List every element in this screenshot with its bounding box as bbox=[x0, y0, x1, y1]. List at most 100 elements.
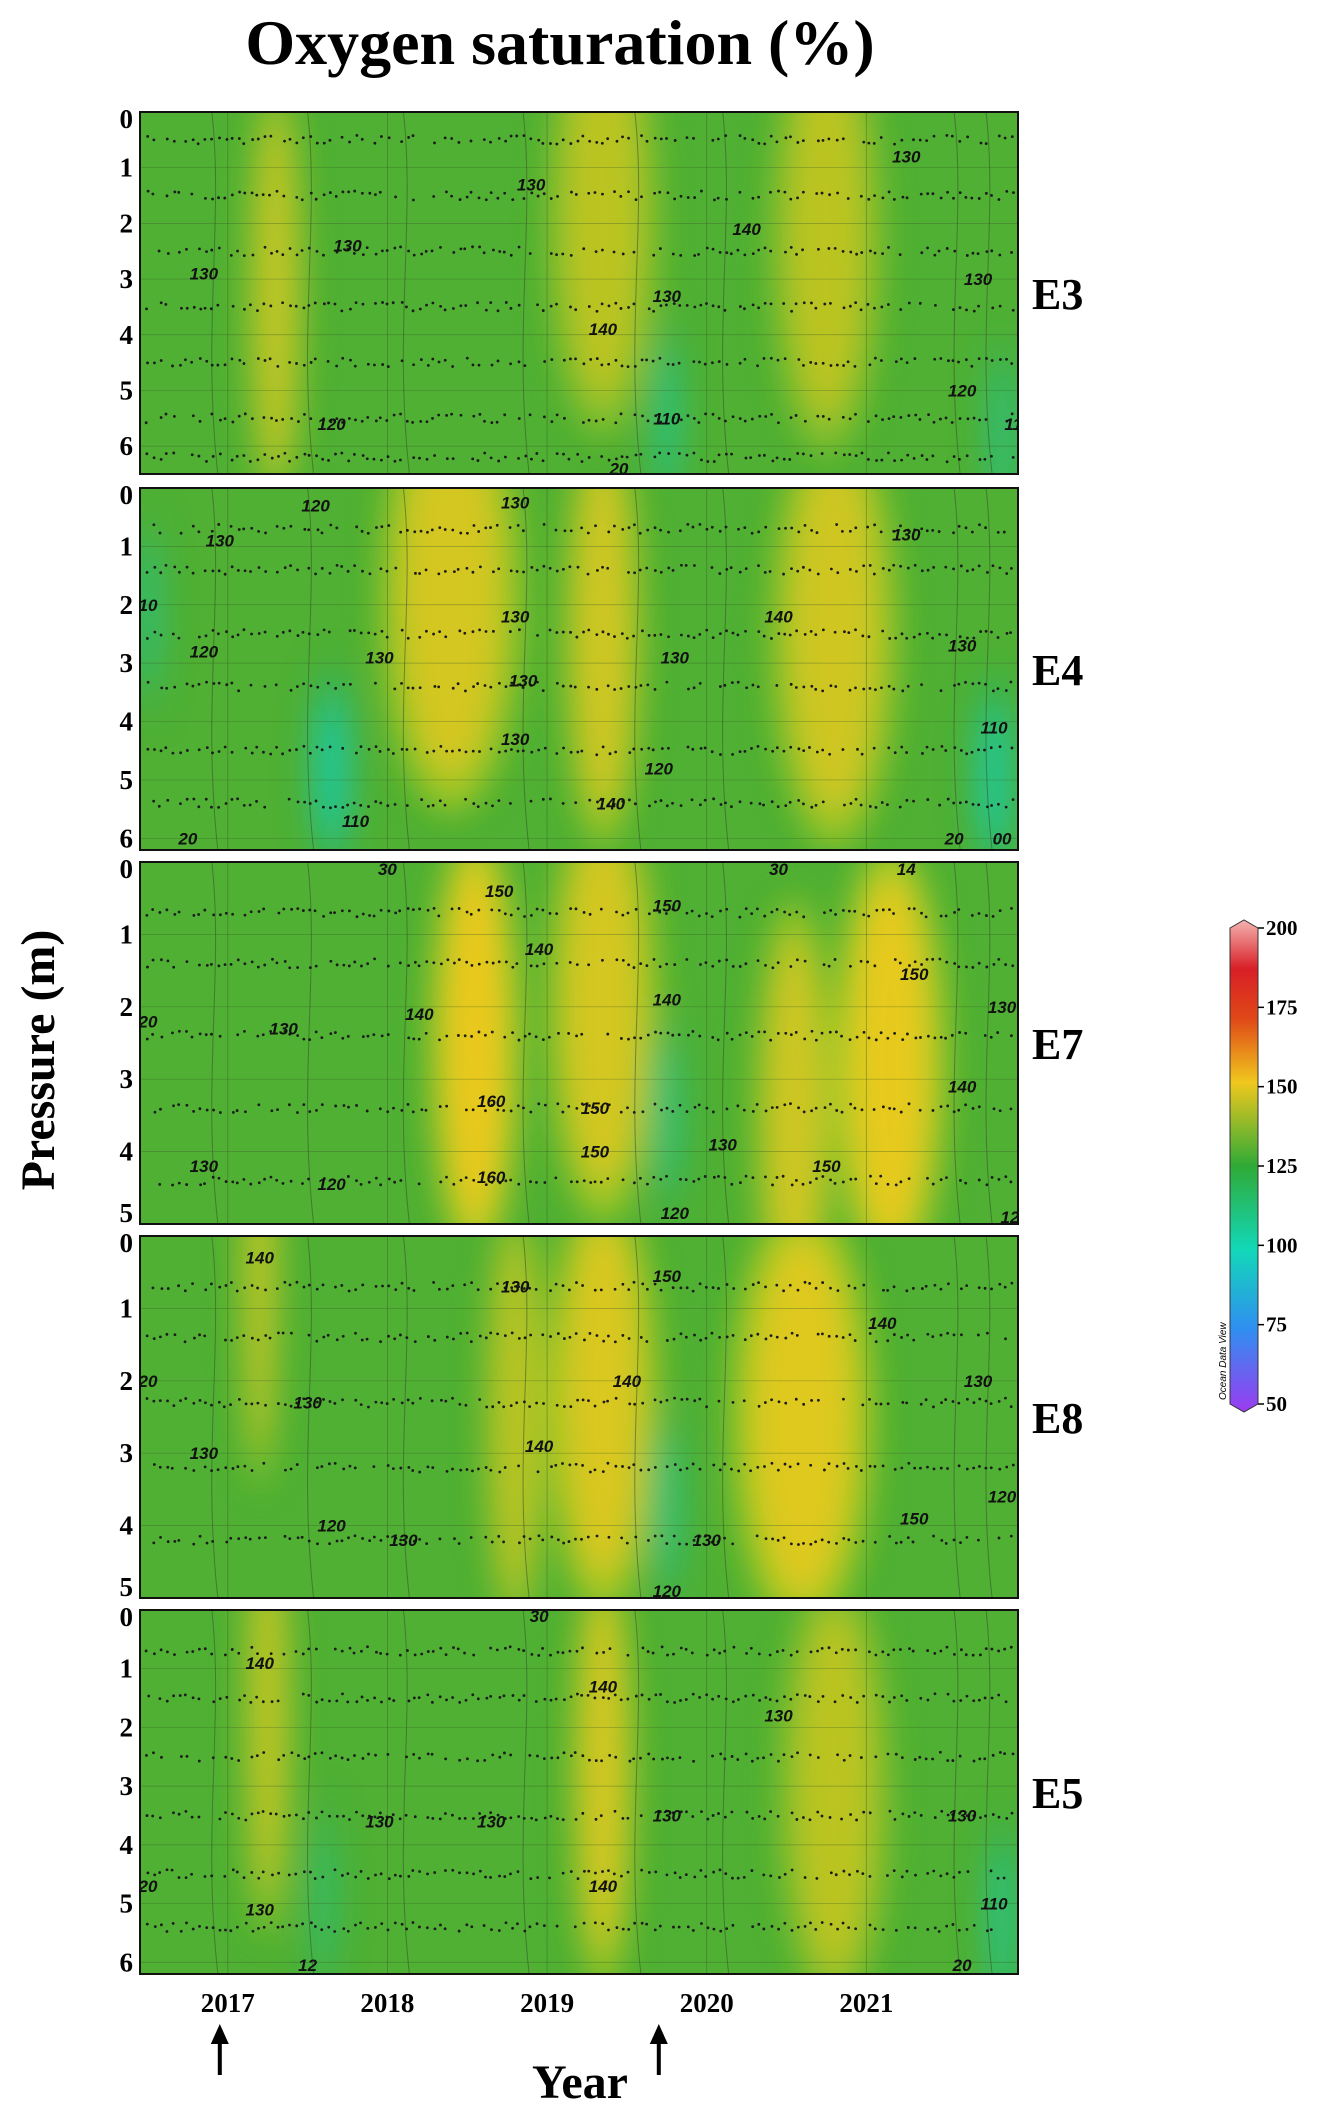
sample-dot bbox=[466, 911, 469, 914]
sample-dot bbox=[789, 135, 792, 138]
sample-dot bbox=[639, 532, 642, 535]
sample-dot bbox=[146, 1038, 149, 1041]
sample-dot bbox=[368, 748, 371, 751]
sample-dot bbox=[795, 253, 798, 256]
sample-dot bbox=[263, 416, 266, 419]
sample-dot bbox=[648, 307, 651, 310]
sample-dot bbox=[550, 252, 553, 255]
sample-dot bbox=[945, 1176, 948, 1179]
sample-dot bbox=[504, 140, 507, 143]
sample-dot bbox=[549, 798, 552, 801]
sample-dot bbox=[296, 1281, 299, 1284]
sample-dot bbox=[699, 682, 702, 685]
sample-dot bbox=[653, 958, 656, 961]
sample-dot bbox=[809, 1464, 812, 1467]
sample-dot bbox=[654, 1871, 657, 1874]
sample-dot bbox=[361, 1814, 364, 1817]
sample-dot bbox=[206, 964, 209, 967]
sample-dot bbox=[726, 1336, 729, 1339]
sample-dot bbox=[946, 1467, 949, 1470]
sample-dot bbox=[302, 909, 305, 912]
sample-dot bbox=[594, 1872, 597, 1875]
sample-dot bbox=[731, 1755, 734, 1758]
sample-dot bbox=[671, 1034, 674, 1037]
sample-dot bbox=[479, 1335, 482, 1338]
sample-dot bbox=[465, 751, 468, 754]
sample-dot bbox=[346, 804, 349, 807]
sample-dot bbox=[412, 363, 415, 366]
sample-dot bbox=[763, 1465, 766, 1468]
sample-dot bbox=[724, 309, 727, 312]
sample-dot bbox=[379, 1652, 382, 1655]
sample-dot bbox=[804, 1925, 807, 1928]
sample-dot bbox=[354, 1467, 357, 1470]
sample-dot bbox=[693, 636, 696, 639]
colorbar-scale bbox=[1230, 920, 1258, 1412]
sample-dot bbox=[797, 358, 800, 361]
sample-dot bbox=[568, 1463, 571, 1466]
sample-dot bbox=[959, 1755, 962, 1758]
sample-dot bbox=[751, 418, 754, 421]
sample-dot bbox=[613, 251, 616, 254]
sample-dot bbox=[322, 806, 325, 809]
sample-dot bbox=[1010, 1107, 1013, 1110]
sample-dot bbox=[478, 1398, 481, 1401]
sample-dot bbox=[639, 1177, 642, 1180]
station-label: E7 bbox=[1032, 1020, 1083, 1069]
sample-dot bbox=[732, 1287, 735, 1290]
contour-label: 120 bbox=[317, 415, 346, 434]
sample-dot bbox=[849, 568, 852, 571]
sample-dot bbox=[322, 1398, 325, 1401]
sample-dot bbox=[444, 1757, 447, 1760]
sample-dot bbox=[375, 526, 378, 529]
sample-dot bbox=[985, 1647, 988, 1650]
sample-dot bbox=[665, 137, 668, 140]
sample-dot bbox=[465, 1699, 468, 1702]
sample-dot bbox=[165, 564, 168, 567]
sample-dot bbox=[347, 1930, 350, 1933]
sample-dot bbox=[224, 1339, 227, 1342]
sample-dot bbox=[645, 1340, 648, 1343]
sample-dot bbox=[394, 1288, 397, 1291]
sample-dot bbox=[310, 684, 313, 687]
sample-dot bbox=[353, 564, 356, 567]
sample-dot bbox=[601, 193, 604, 196]
sample-dot bbox=[841, 1111, 844, 1114]
sample-dot bbox=[706, 460, 709, 463]
sample-dot bbox=[744, 358, 747, 361]
sample-dot bbox=[301, 249, 304, 252]
sample-dot bbox=[212, 914, 215, 917]
sample-dot bbox=[938, 1930, 941, 1933]
sample-dot bbox=[822, 139, 825, 142]
sample-dot bbox=[198, 1816, 201, 1819]
sample-dot bbox=[425, 304, 428, 307]
sample-dot bbox=[783, 458, 786, 461]
sample-dot bbox=[328, 1700, 331, 1703]
sample-dot bbox=[444, 359, 447, 362]
sample-dot bbox=[315, 1340, 318, 1343]
sample-dot bbox=[192, 572, 195, 575]
sample-dot bbox=[926, 247, 929, 250]
sample-dot bbox=[775, 1284, 778, 1287]
sample-dot bbox=[901, 1813, 904, 1816]
sample-dot bbox=[414, 572, 417, 575]
sample-dot bbox=[654, 1031, 657, 1034]
sample-dot bbox=[373, 958, 376, 961]
sample-dot bbox=[940, 1810, 943, 1813]
sample-dot bbox=[392, 1699, 395, 1702]
sample-dot bbox=[588, 799, 591, 802]
sample-dot bbox=[737, 1698, 740, 1701]
sample-dot bbox=[496, 421, 499, 424]
sample-dot bbox=[504, 912, 507, 915]
sample-dot bbox=[373, 364, 376, 367]
sample-dot bbox=[341, 1874, 344, 1877]
sample-dot bbox=[290, 1180, 293, 1183]
sample-dot bbox=[180, 307, 183, 310]
sample-dot bbox=[509, 1179, 512, 1182]
y-tick-label: 3 bbox=[120, 1438, 134, 1468]
sample-dot bbox=[316, 1542, 319, 1545]
contour-label: 150 bbox=[581, 1099, 610, 1118]
sample-dot bbox=[790, 683, 793, 686]
sample-dot bbox=[990, 1288, 993, 1291]
sample-dot bbox=[529, 1877, 532, 1880]
